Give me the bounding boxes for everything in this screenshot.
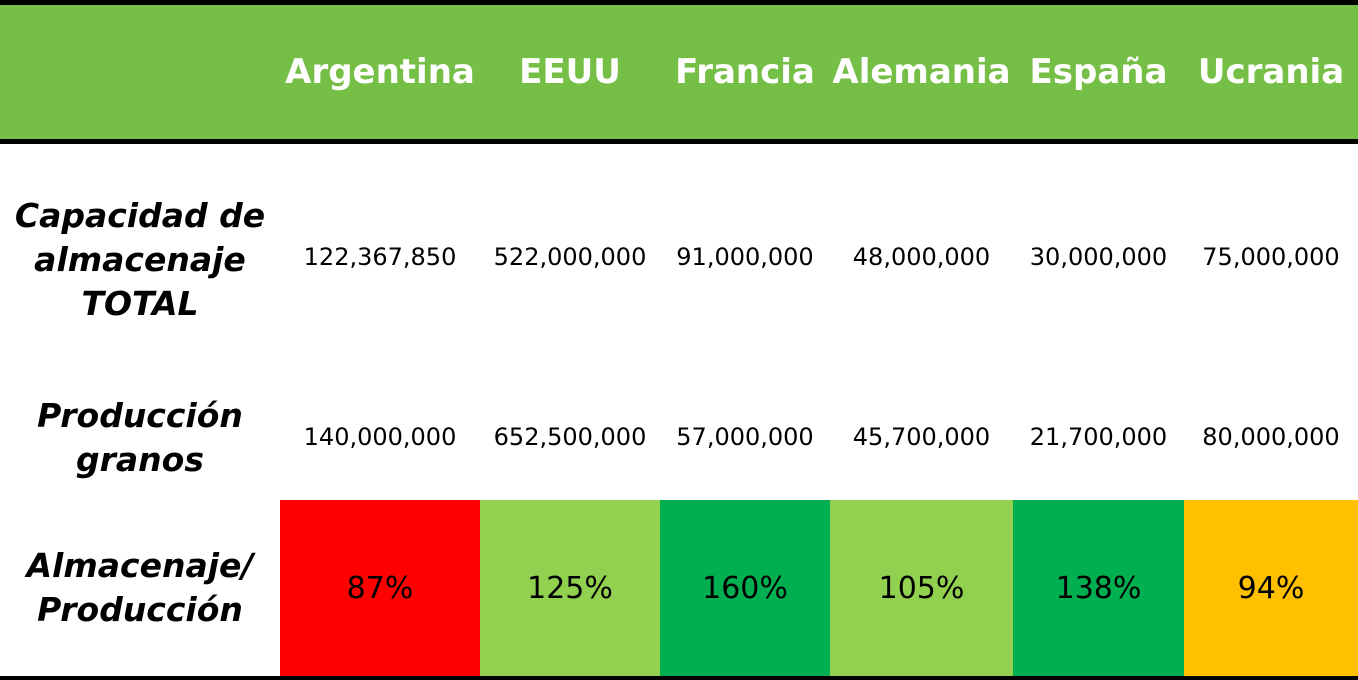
row-label-capacidad-text: Capacidad de almacenaje TOTAL: [14, 196, 266, 323]
ratio-eeuu: 125%: [480, 500, 660, 676]
produccion-argentina: 140,000,000: [303, 423, 457, 451]
ratio-alemania: 105%: [830, 500, 1013, 676]
produccion-alemania: 45,700,000: [852, 423, 991, 451]
ratio-francia: 160%: [660, 500, 830, 676]
ratio-ucrania: 94%: [1184, 500, 1358, 676]
capacidad-ucrania: 75,000,000: [1202, 243, 1340, 271]
row-label-ratio: Almacenaje/ Producción: [0, 500, 280, 676]
ratio-espana: 138%: [1013, 500, 1184, 676]
column-header-francia: Francia: [675, 52, 815, 92]
ratio-argentina: 87%: [280, 500, 480, 676]
header-rule: [0, 139, 1358, 144]
column-header-ucrania: Ucrania: [1197, 52, 1345, 92]
capacidad-espana: 30,000,000: [1029, 243, 1168, 271]
produccion-francia: 57,000,000: [676, 423, 814, 451]
capacidad-argentina: 122,367,850: [303, 243, 457, 271]
produccion-espana: 21,700,000: [1029, 423, 1168, 451]
column-header-alemania: Alemania: [832, 52, 1011, 92]
produccion-ucrania: 80,000,000: [1202, 423, 1340, 451]
capacidad-francia: 91,000,000: [676, 243, 814, 271]
capacidad-alemania: 48,000,000: [852, 243, 991, 271]
row-label-produccion-text: Producción granos: [37, 396, 243, 479]
bottom-rule: [0, 676, 1358, 680]
header-row: [0, 5, 1358, 139]
row-label-capacidad: Capacidad de almacenaje TOTAL: [0, 180, 280, 340]
produccion-eeuu: 652,500,000: [493, 423, 647, 451]
capacidad-eeuu: 522,000,000: [493, 243, 647, 271]
column-header-espana: España: [1029, 52, 1168, 92]
column-header-argentina: Argentina: [285, 52, 475, 92]
column-header-eeuu: EEUU: [519, 52, 621, 92]
top-rule: [0, 0, 1358, 5]
row-label-ratio-text: Almacenaje/ Producción: [26, 546, 254, 629]
row-label-produccion: Producción granos: [0, 388, 280, 488]
